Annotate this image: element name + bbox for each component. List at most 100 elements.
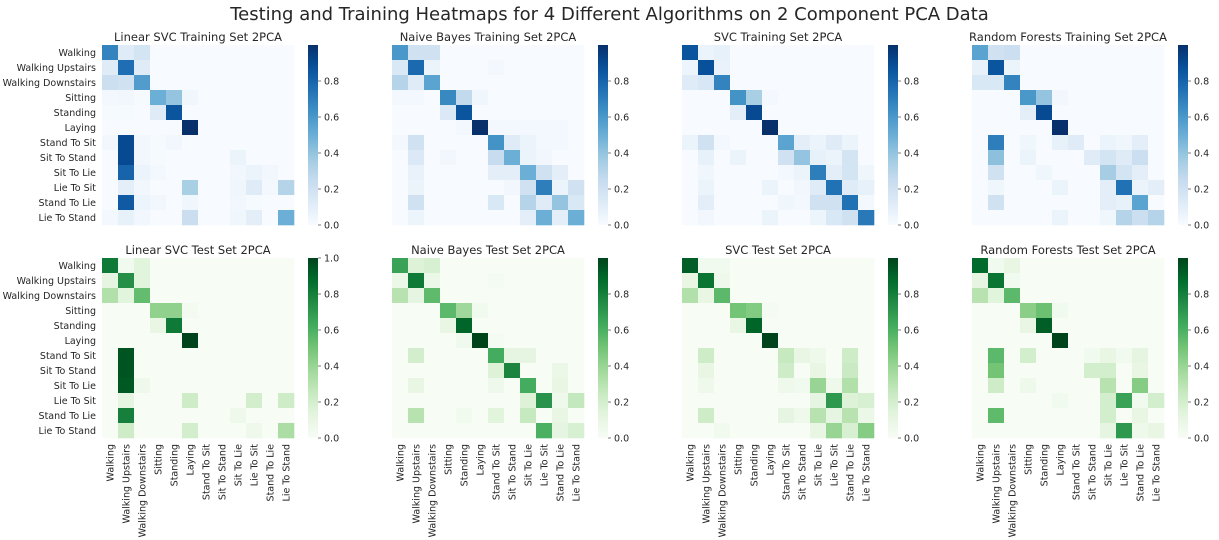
heatmap-cell (246, 348, 263, 364)
colorbar-tick-label: 0.2 (614, 185, 629, 196)
heatmap-cell (456, 210, 473, 226)
heatmap-cell (714, 408, 731, 424)
heatmap-cell (230, 150, 247, 166)
x-tick-label: Walking Upstairs (122, 444, 133, 523)
heatmap-cell (134, 303, 151, 319)
heatmap-cell (472, 210, 489, 226)
heatmap-cell (1148, 393, 1165, 409)
y-tick-label: Walking (59, 261, 96, 272)
heatmap-cell (456, 378, 473, 394)
heatmap-cell (1068, 408, 1085, 424)
heatmap-cell (858, 135, 875, 151)
heatmap-cell (166, 363, 183, 379)
heatmap-cell (1100, 423, 1117, 439)
heatmap-cell (1116, 333, 1133, 349)
heatmap-cell (1036, 303, 1053, 319)
heatmap-cell (698, 45, 715, 61)
heatmap-cell (1068, 288, 1085, 304)
heatmap-cell (1052, 60, 1069, 76)
heatmap-cell (118, 45, 135, 61)
x-tick-label: Lie To Stand (862, 444, 873, 501)
heatmap-cell (278, 90, 295, 106)
heatmap-cell (520, 303, 537, 319)
heatmap-cell (730, 150, 747, 166)
heatmap-cell (1052, 105, 1069, 121)
heatmap-cell (1052, 75, 1069, 91)
heatmap-cell (682, 408, 699, 424)
heatmap-cell (118, 60, 135, 76)
heatmap-cell (262, 408, 279, 424)
heatmap-cell (842, 165, 859, 181)
heatmap-cell (682, 60, 699, 76)
heatmap-cell (392, 348, 409, 364)
heatmap-cell (1004, 333, 1021, 349)
heatmap-cell (1020, 105, 1037, 121)
heatmap-cell (794, 333, 811, 349)
heatmap-cell (1052, 393, 1069, 409)
heatmap-cell (730, 393, 747, 409)
heatmap-cell (198, 165, 215, 181)
heatmap-cell (1052, 210, 1069, 226)
heatmap-cell (826, 45, 843, 61)
heatmap-cell (1148, 408, 1165, 424)
colorbar-tick-label: 0.0 (324, 221, 339, 232)
heatmap-cell (230, 180, 247, 196)
heatmap-cell (118, 273, 135, 289)
heatmap-cell (682, 393, 699, 409)
heatmap-cell (230, 135, 247, 151)
heatmap-cell (778, 75, 795, 91)
heatmap-cell (810, 180, 827, 196)
heatmap-cell (424, 393, 441, 409)
heatmap-cell (1004, 180, 1021, 196)
heatmap-cell (488, 135, 505, 151)
heatmap-cell (1132, 180, 1149, 196)
heatmap-cell (440, 165, 457, 181)
heatmap-cell (1020, 348, 1037, 364)
heatmap-cell (472, 393, 489, 409)
heatmap-cell (1100, 363, 1117, 379)
y-tick-label: Laying (65, 123, 96, 134)
heatmap-cell (166, 273, 183, 289)
heatmap-cell (1100, 75, 1117, 91)
y-tick-label: Lie To Stand (39, 426, 96, 437)
colorbar-tick-label: 0.8 (904, 77, 919, 88)
heatmap-cell (714, 150, 731, 166)
heatmap-cell (762, 105, 779, 121)
heatmap-cell (134, 210, 151, 226)
heatmap-cell (842, 135, 859, 151)
x-tick-label: Lie To Sit (250, 444, 261, 486)
y-tick-label: Stand To Sit (40, 138, 96, 149)
heatmap-cell (842, 180, 859, 196)
heatmap-cell (166, 150, 183, 166)
heatmap-cell (746, 363, 763, 379)
heatmap-cell (134, 333, 151, 349)
heatmap-cell (552, 423, 569, 439)
heatmap-cell (972, 45, 989, 61)
heatmap-cell (552, 180, 569, 196)
heatmap-cell (536, 120, 553, 136)
heatmap-cell (150, 135, 167, 151)
heatmap-cell (682, 105, 699, 121)
heatmap-cell (488, 75, 505, 91)
heatmap-cell (246, 378, 263, 394)
heatmap-cell (1052, 423, 1069, 439)
heatmap-cell (1084, 135, 1101, 151)
heatmap-cell (1116, 303, 1133, 319)
heatmap-cell (408, 288, 425, 304)
heatmap-cell (1084, 105, 1101, 121)
heatmap-cell (1036, 45, 1053, 61)
heatmap-cell (810, 195, 827, 211)
heatmap-cell (1004, 378, 1021, 394)
heatmap-cell (1132, 90, 1149, 106)
heatmap-cell (568, 120, 585, 136)
heatmap-cell (730, 378, 747, 394)
heatmap-cell (182, 363, 199, 379)
heatmap-cell (698, 423, 715, 439)
heatmap-cell (1036, 273, 1053, 289)
heatmap-cell (568, 378, 585, 394)
heatmap-cell (1036, 408, 1053, 424)
heatmap-cell (472, 120, 489, 136)
heatmap-cell (278, 408, 295, 424)
heatmap-cell (520, 195, 537, 211)
heatmap-cell (1004, 165, 1021, 181)
